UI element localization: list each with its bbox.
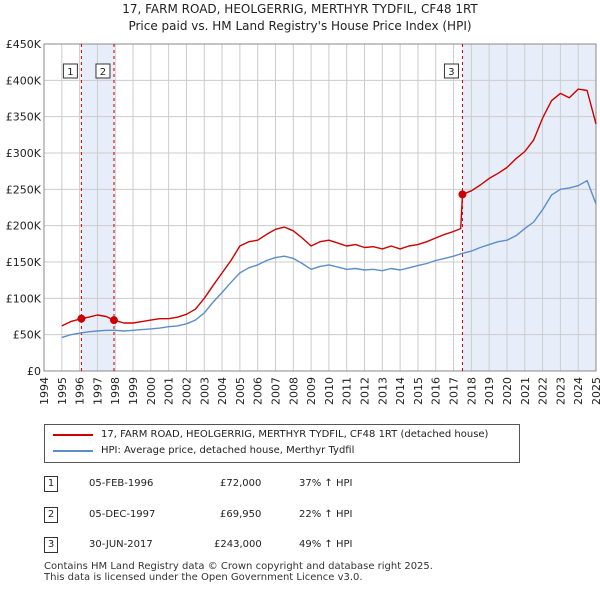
sale-badge-label: 2 [100, 67, 106, 78]
y-tick-label: £0 [27, 365, 41, 378]
x-tick-label: 2007 [269, 377, 282, 405]
transaction-row: 1 05-FEB-1996 £72,000 37% ↑ HPI [44, 476, 544, 492]
transaction-row: 2 05-DEC-1997 £69,950 22% ↑ HPI [44, 507, 544, 523]
transaction-row: 3 30-JUN-2017 £243,000 49% ↑ HPI [44, 537, 544, 553]
x-tick-label: 2022 [537, 377, 550, 405]
x-tick-label: 2010 [323, 377, 336, 405]
x-tick-label: 2015 [412, 377, 425, 405]
legend: 17, FARM ROAD, HEOLGERRIG, MERTHYR TYDFI… [44, 424, 520, 463]
x-tick-label: 2014 [394, 377, 407, 405]
property-series-line [61, 88, 597, 327]
chart-title: 17, FARM ROAD, HEOLGERRIG, MERTHYR TYDFI… [122, 2, 478, 16]
sale-badge-box [95, 63, 111, 79]
transaction-price: £72,000 [220, 478, 262, 489]
x-tick-label: 2009 [305, 377, 318, 405]
x-tick-label: 1995 [56, 377, 69, 405]
x-tick-label: 2016 [430, 377, 443, 405]
footer-copyright: Contains HM Land Registry data © Crown c… [44, 561, 433, 572]
sale-badge-label: 3 [448, 67, 454, 78]
y-tick-label: £400K [6, 74, 42, 87]
x-tick-label: 2005 [234, 377, 247, 405]
hpi-series-line [61, 179, 597, 339]
x-tick-label: 2013 [376, 377, 389, 405]
y-tick-label: £250K [6, 183, 42, 196]
y-tick-label: £350K [6, 111, 42, 124]
y-tick-label: £450K [6, 38, 42, 51]
shaded-period [462, 44, 596, 371]
x-tick-label: 1997 [91, 377, 104, 405]
chart-subtitle: Price paid vs. HM Land Registry's House … [128, 19, 472, 33]
x-tick-label: 2001 [163, 377, 176, 405]
transaction-date: 05-FEB-1996 [89, 478, 154, 489]
x-tick-label: 2012 [359, 377, 372, 405]
transaction-hpi: 49% ↑ HPI [299, 539, 353, 550]
x-tick-label: 2017 [448, 377, 461, 405]
transaction-price: £243,000 [214, 539, 262, 550]
transaction-date: 30-JUN-2017 [89, 539, 153, 550]
legend-label-property: 17, FARM ROAD, HEOLGERRIG, MERTHYR TYDFI… [101, 429, 489, 440]
legend-item-property: 17, FARM ROAD, HEOLGERRIG, MERTHYR TYDFI… [53, 429, 488, 440]
sale-point [458, 190, 467, 199]
sale-point [109, 316, 118, 325]
y-tick-label: £100K [6, 292, 42, 305]
plot-frame [43, 43, 597, 372]
x-tick-label: 2002 [180, 377, 193, 405]
transaction-badge: 2 [44, 507, 58, 523]
legend-item-hpi: HPI: Average price, detached house, Mert… [53, 445, 354, 456]
x-tick-label: 2004 [216, 377, 229, 405]
sale-badge-box [443, 63, 459, 79]
y-tick-label: £50K [13, 329, 42, 342]
x-tick-label: 1999 [127, 377, 140, 405]
transaction-badge: 1 [44, 476, 58, 492]
legend-swatch-property [53, 433, 93, 436]
x-tick-label: 2020 [501, 377, 514, 405]
x-tick-label: 1994 [38, 377, 51, 405]
legend-label-hpi: HPI: Average price, detached house, Mert… [101, 445, 355, 456]
x-tick-label: 1996 [74, 377, 87, 405]
x-tick-label: 2008 [287, 377, 300, 405]
footer-license: This data is licensed under the Open Gov… [44, 572, 363, 583]
x-tick-label: 1998 [109, 377, 122, 405]
sale-point [77, 314, 86, 323]
x-tick-label: 2021 [519, 377, 532, 405]
price-chart: £0 £50K £100K £150K £200K £250K £300K £350K £400… [6, 38, 600, 405]
y-tick-label: £200K [6, 220, 42, 233]
x-tick-label: 2019 [483, 377, 496, 405]
x-tick-label: 2011 [341, 377, 354, 405]
transaction-hpi: 37% ↑ HPI [299, 478, 353, 489]
legend-swatch-hpi [53, 449, 93, 452]
x-tick-label: 2003 [198, 377, 211, 405]
sale-badge-box [62, 63, 78, 79]
x-tick-label: 2023 [554, 377, 567, 405]
x-tick-label: 2024 [572, 377, 585, 405]
x-tick-label: 2025 [590, 377, 600, 405]
x-tick-label: 2018 [465, 377, 478, 405]
transaction-hpi: 22% ↑ HPI [299, 509, 353, 520]
transaction-price: £69,950 [220, 509, 262, 520]
sale-badge-label: 1 [67, 67, 73, 78]
y-tick-label: £150K [6, 256, 42, 269]
transaction-badge: 3 [44, 537, 58, 553]
x-tick-label: 2000 [145, 377, 158, 405]
transaction-date: 05-DEC-1997 [89, 509, 156, 520]
y-tick-label: £300K [6, 147, 42, 160]
x-tick-label: 2006 [252, 377, 265, 405]
